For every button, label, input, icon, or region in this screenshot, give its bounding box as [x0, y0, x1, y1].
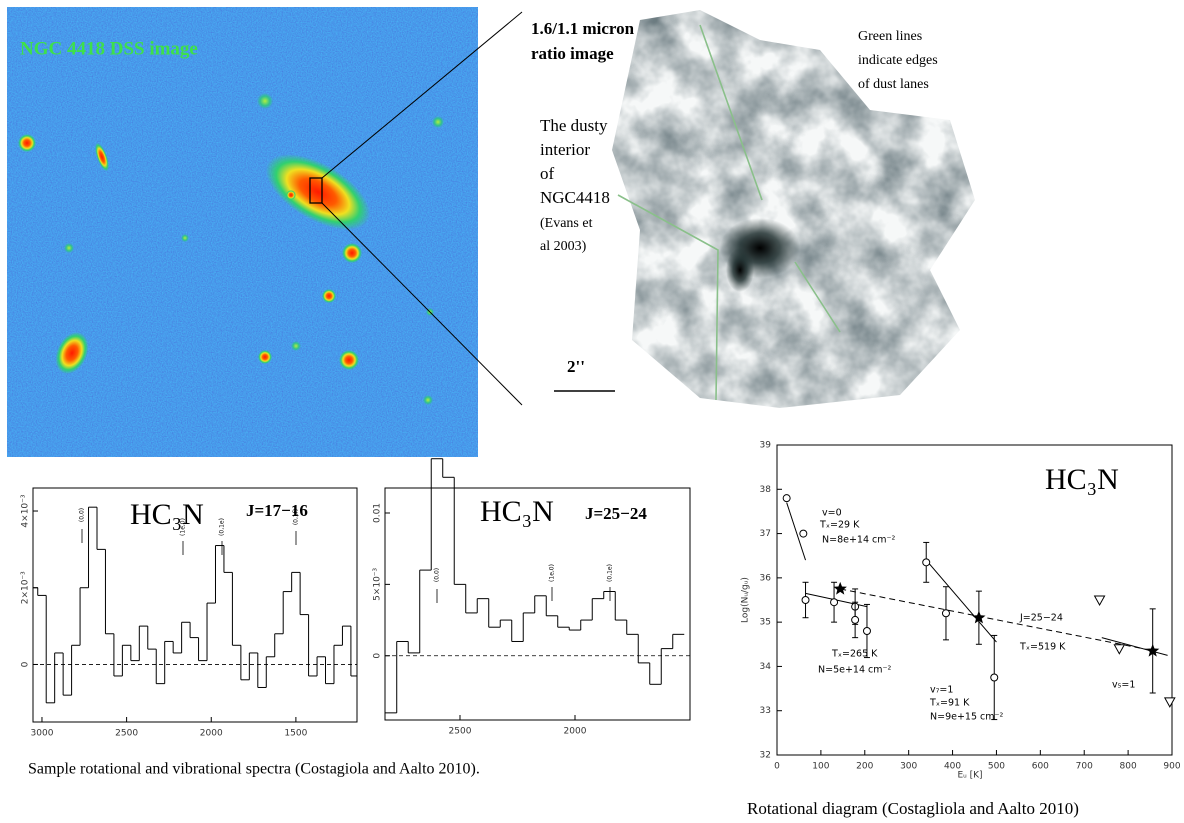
annotation: Tₓ=29 K	[819, 520, 860, 531]
y-tick-label: 4×10⁻³	[21, 494, 31, 527]
x-tick-label: 1500	[284, 729, 307, 739]
data-point	[782, 494, 791, 503]
star-point	[972, 610, 986, 624]
fit-line	[840, 588, 1155, 652]
plot-frame	[776, 444, 1173, 756]
line-label: (0,1e)	[219, 518, 226, 536]
x-tick-label: 800	[1120, 762, 1137, 772]
y-tick-label: 39	[760, 441, 772, 451]
plot-frame	[32, 487, 358, 723]
x-tick-label: 200	[856, 762, 873, 772]
note: of dust lanes	[858, 77, 929, 92]
molecule: HC₃N	[130, 498, 204, 531]
molecule: HC₃N	[480, 495, 554, 528]
data-point	[799, 529, 808, 538]
note: indicate edges	[858, 53, 938, 68]
y-tick-label: 37	[760, 529, 771, 539]
x-tick-label: 100	[812, 762, 829, 772]
x-axis-label: Eᵤ [K]	[957, 771, 982, 781]
annotation: N=9e+15 cm⁻²	[930, 712, 1004, 723]
caption: Rotational diagram (Costagliola and Aalt…	[747, 799, 1079, 818]
y-tick-label: 36	[760, 573, 772, 583]
line-label: (1e,0)	[180, 518, 187, 536]
y-tick-label: 0	[373, 653, 383, 659]
annotation: Tₓ=91 K	[929, 698, 970, 709]
scale-label: 2''	[567, 357, 585, 376]
transition: J=25−24	[585, 504, 647, 523]
x-tick-label: 2500	[115, 729, 138, 739]
data-point	[941, 609, 950, 618]
dss-label: NGC 4418 DSS image	[20, 38, 198, 59]
star-point	[1146, 643, 1160, 657]
annotation: Tₓ=265 K	[831, 649, 878, 660]
x-tick-label: 600	[1032, 762, 1049, 772]
reference: al 2003)	[540, 239, 587, 254]
chart-title: HC₃N	[1045, 463, 1119, 496]
y-tick-label: 34	[760, 662, 772, 672]
y-tick-label: 2×10⁻³	[21, 571, 31, 604]
caption: Sample rotational and vibrational spectr…	[28, 761, 480, 778]
x-tick-label: 500	[988, 762, 1005, 772]
data-point	[801, 596, 810, 604]
description: interior	[540, 140, 590, 159]
plot-frame	[384, 487, 691, 721]
fit-line	[925, 559, 997, 643]
reference: (Evans et	[540, 216, 593, 231]
data-point	[862, 627, 871, 635]
line-label: (1e,0)	[549, 564, 556, 582]
y-tick-label: 0	[21, 661, 31, 667]
description: of	[540, 164, 555, 183]
description: The dusty	[540, 116, 608, 135]
x-tick-label: 2500	[449, 727, 472, 737]
annotation: N=5e+14 cm⁻²	[818, 665, 892, 676]
ratio-title: 1.6/1.1 micron	[531, 19, 635, 38]
y-tick-label: 38	[760, 485, 772, 495]
line-label: (0,1e)	[607, 564, 614, 582]
annotation: v₇=1	[930, 685, 953, 696]
star-point	[833, 581, 847, 595]
y-tick-label: 33	[760, 706, 771, 716]
y-axis-label: Log(Nᵤ/gᵤ)	[741, 577, 751, 623]
annotation: J=25−24	[1019, 613, 1063, 624]
annotation: v=0	[822, 508, 842, 519]
annotation: Tₓ=519 K	[1019, 642, 1066, 653]
x-tick-label: 300	[900, 762, 917, 772]
data-point	[922, 558, 931, 567]
triangle-point	[1163, 697, 1176, 708]
line-label: (0,0)	[434, 568, 441, 582]
note: Green lines	[858, 29, 922, 44]
fit-line	[1101, 637, 1168, 656]
ratio-title: ratio image	[531, 44, 614, 63]
annotation: v₅=1	[1112, 680, 1135, 691]
data-point	[990, 673, 999, 682]
x-tick-label: 2000	[200, 729, 223, 739]
x-tick-label: 700	[1076, 762, 1093, 772]
line-label: (0,0)	[79, 508, 86, 522]
data-point	[830, 598, 839, 607]
description: NGC4418	[540, 188, 610, 207]
x-tick-label: 2000	[564, 727, 587, 737]
annotation: N=8e+14 cm⁻²	[822, 535, 896, 546]
x-tick-label: 900	[1163, 762, 1180, 772]
y-tick-label: 35	[760, 618, 771, 628]
x-tick-label: 3000	[31, 729, 54, 739]
dss-image: NGC 4418 DSS image	[7, 7, 478, 457]
data-point	[851, 615, 860, 624]
line-label: (0,1f)	[293, 509, 300, 525]
y-tick-label: 32	[760, 751, 771, 761]
triangle-point	[1093, 595, 1106, 607]
y-tick-label: 0.01	[373, 503, 383, 523]
fit-line	[786, 502, 807, 561]
x-tick-label: 400	[944, 762, 961, 772]
triangle-point	[1113, 644, 1126, 655]
x-tick-label: 0	[774, 762, 780, 772]
y-tick-label: 5×10⁻³	[373, 567, 383, 600]
transition: J=17−16	[246, 501, 308, 520]
